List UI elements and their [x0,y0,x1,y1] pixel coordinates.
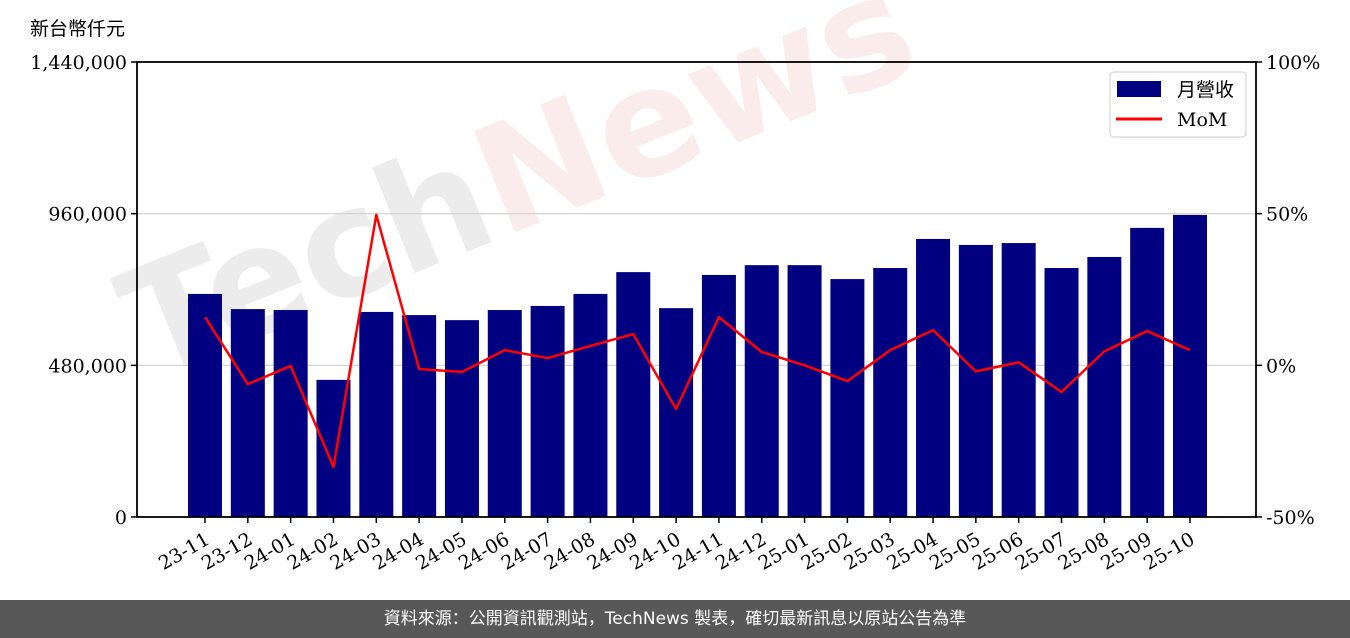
bar-24-10 [659,308,694,517]
bar-24-04 [402,315,437,517]
bar-24-08 [573,293,608,517]
legend-label-revenue: 月營收 [1177,79,1234,101]
right-tick-label: 50% [1266,204,1308,226]
right-tick-label: 100% [1266,52,1320,74]
source-footer: 資料來源：公開資訊觀測站，TechNews 製表，確切最新訊息以原站公告為準 [0,600,1350,638]
y-axis-unit-label: 新台幣仟元 [30,18,126,40]
bar-25-10 [1173,214,1207,518]
bar-24-09 [616,272,651,517]
bar-25-04 [916,238,951,517]
bar-24-01 [273,310,308,517]
legend: 月營收 MoM [1109,71,1247,138]
right-tick-label: -50% [1266,507,1315,529]
bar-25-08 [1087,256,1122,517]
bar-25-01 [787,265,822,517]
mom-line [203,213,1191,469]
bar-23-12 [230,309,265,517]
revenue-chart: TechNews0480,000960,0001,440,000-50%0%50… [30,0,1320,575]
bar-25-03 [873,268,908,517]
bar-24-12 [744,265,779,517]
bar-24-03 [359,311,394,517]
bar-25-05 [958,244,993,517]
bar-24-11 [701,274,736,517]
watermark-news: News [450,0,937,271]
bar-24-05 [444,320,479,517]
bar-25-02 [830,279,865,517]
x-tick-label: 25-10 [1140,528,1198,574]
bar-25-06 [1001,243,1036,518]
plot-frame [136,61,1257,518]
bar-23-11 [188,293,222,517]
bar-24-07 [530,305,565,517]
left-tick-label: 480,000 [48,355,127,377]
legend-label-mom: MoM [1177,109,1227,131]
left-tick-label: 1,440,000 [30,52,127,74]
left-tick-label: 0 [115,507,127,529]
bar-24-06 [487,310,522,517]
bar-25-09 [1130,227,1165,517]
left-tick-label: 960,000 [48,204,127,226]
legend-swatch-bar [1117,81,1161,97]
right-tick-label: 0% [1266,355,1296,377]
